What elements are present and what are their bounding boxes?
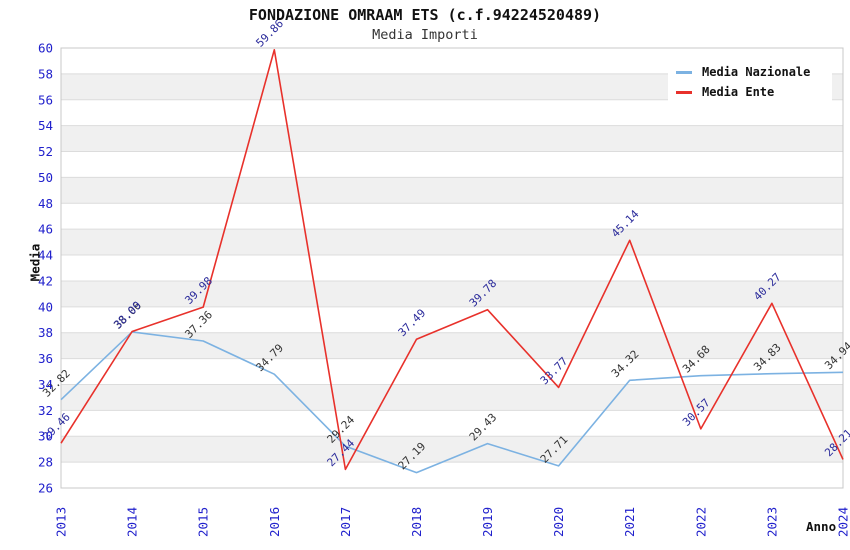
svg-text:2024: 2024 [836, 507, 850, 537]
svg-text:2023: 2023 [764, 507, 779, 537]
chart-legend: Media Nazionale Media Ente [668, 56, 832, 108]
svg-text:2021: 2021 [622, 507, 637, 537]
svg-text:52: 52 [38, 144, 53, 159]
legend-label: Media Ente [702, 85, 775, 99]
chart-title: FONDAZIONE OMRAAM ETS (c.f.94224520489) [248, 6, 602, 24]
y-axis-title: Media [27, 243, 43, 282]
svg-text:32: 32 [38, 403, 53, 418]
svg-text:44: 44 [38, 248, 53, 263]
gridlines [61, 47, 843, 489]
y-axis-ticks: 26 28 30 32 34 36 38 40 42 44 46 48 50 52 54 56 58 60 [38, 41, 53, 496]
svg-text:58: 58 [38, 66, 53, 81]
plot-border [60, 47, 844, 489]
plot-bands [61, 73, 843, 463]
x-axis-title: Anno [806, 519, 837, 534]
svg-text:2020: 2020 [551, 507, 566, 537]
x-axis-ticks: 2013 2014 2015 2016 2017 2018 2019 2020 2021 2022… [54, 507, 850, 537]
svg-text:2019: 2019 [480, 507, 495, 537]
legend-label: Media Nazionale [702, 65, 811, 79]
svg-text:2014: 2014 [125, 507, 140, 537]
series-line-media-ente [60, 48, 844, 471]
svg-text:2017: 2017 [338, 507, 353, 537]
svg-text:56: 56 [38, 92, 53, 107]
chart-subtitle: Media Importi [372, 27, 478, 43]
legend-item-media-nazionale: Media Nazionale [676, 62, 826, 82]
svg-text:36: 36 [38, 351, 53, 366]
svg-text:60: 60 [38, 41, 53, 56]
svg-text:42: 42 [38, 273, 53, 288]
svg-text:2022: 2022 [693, 507, 708, 537]
series-line-media-nazionale [60, 331, 844, 474]
svg-text:2018: 2018 [409, 507, 424, 537]
svg-text:30: 30 [38, 429, 53, 444]
legend-swatch-ente-icon [676, 90, 692, 94]
svg-text:2013: 2013 [54, 507, 69, 537]
svg-text:54: 54 [38, 118, 53, 133]
svg-text:28: 28 [38, 455, 53, 470]
svg-text:34: 34 [38, 377, 53, 392]
svg-text:50: 50 [38, 170, 53, 185]
svg-text:2016: 2016 [267, 507, 282, 537]
legend-item-media-ente: Media Ente [676, 82, 826, 102]
svg-text:40: 40 [38, 299, 53, 314]
svg-text:26: 26 [38, 481, 53, 496]
svg-text:38: 38 [38, 325, 53, 340]
svg-text:48: 48 [38, 196, 53, 211]
svg-text:2015: 2015 [196, 507, 211, 537]
legend-swatch-nazionale-icon [676, 70, 692, 74]
svg-text:46: 46 [38, 222, 53, 237]
